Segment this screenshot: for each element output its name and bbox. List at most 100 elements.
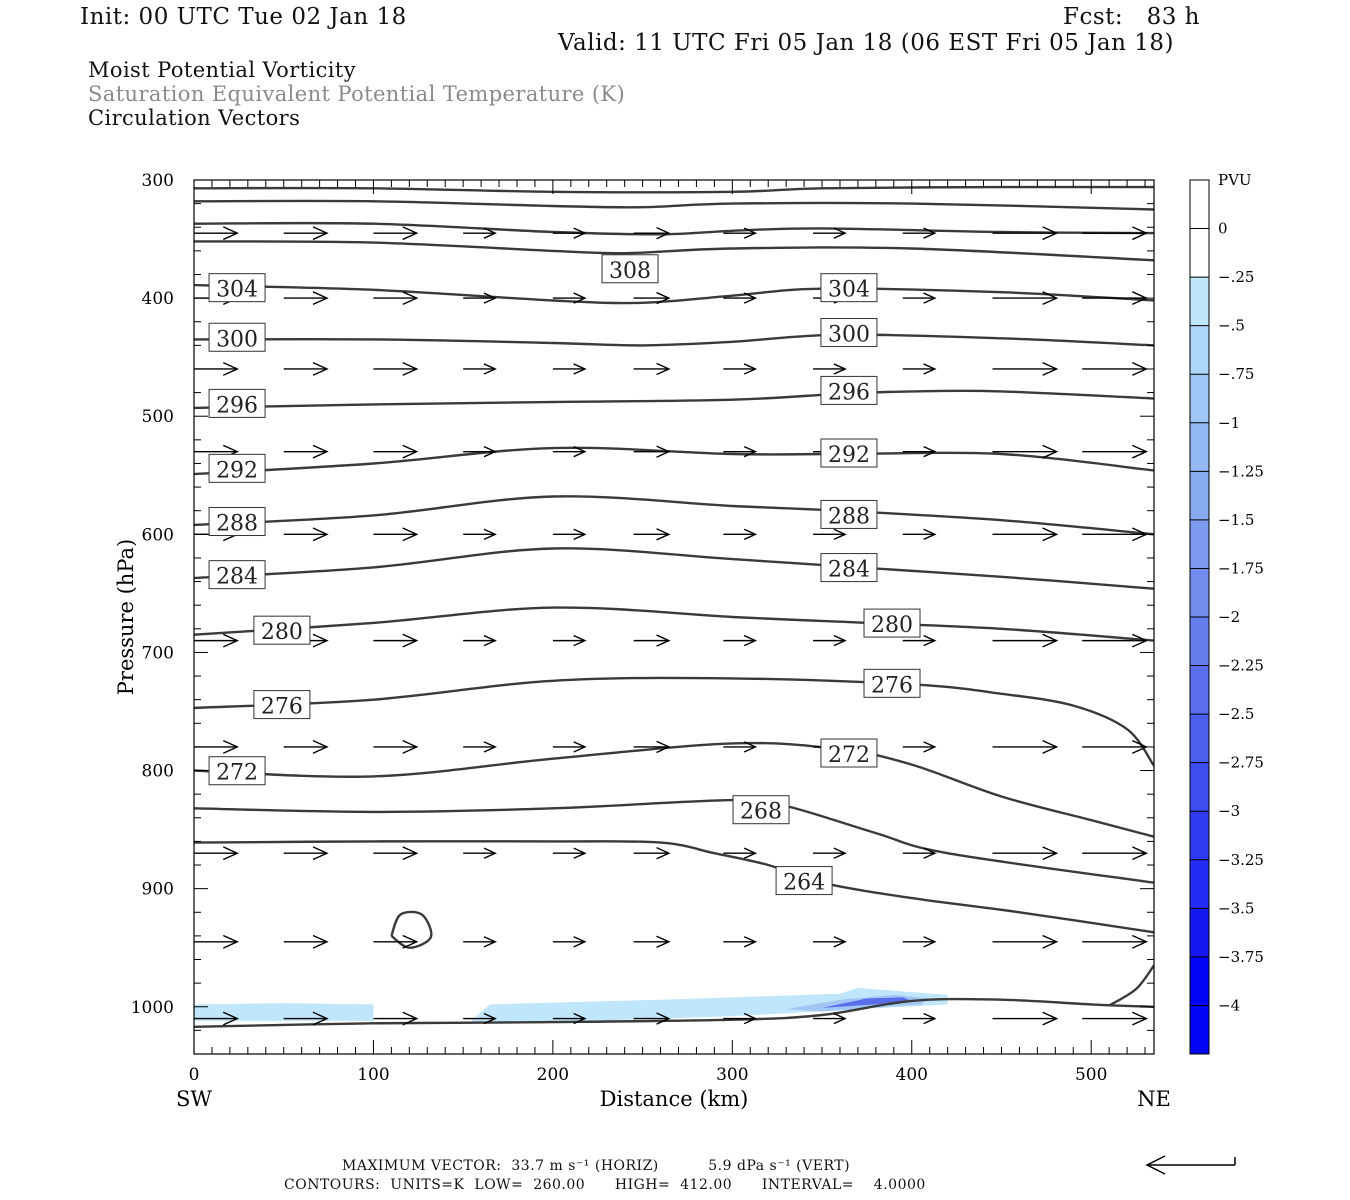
colorbar-cell (1190, 1005, 1209, 1055)
wind-vector (902, 292, 937, 304)
colorbar-tick-label: −2.75 (1218, 754, 1264, 772)
svg-text:284: 284 (216, 565, 258, 590)
contour-label: 280 (863, 608, 921, 638)
wind-vector (283, 934, 329, 949)
wind-vector (633, 528, 671, 541)
wind-vector (813, 1012, 847, 1025)
colorbar-cell (1190, 374, 1209, 424)
wind-vector (902, 936, 937, 948)
wind-vector (902, 227, 937, 239)
wind-vector (1082, 846, 1149, 861)
colorbar-tick-label: −2 (1218, 608, 1240, 626)
wind-vector (992, 633, 1059, 648)
svg-text:288: 288 (828, 504, 870, 529)
colorbar-cell (1190, 665, 1209, 715)
svg-text:276: 276 (261, 695, 303, 720)
colorbar-tick-label: 0 (1218, 220, 1228, 238)
wind-vector (813, 363, 847, 375)
wind-vector (552, 1012, 587, 1025)
colorbar-tick-label: −.5 (1218, 317, 1245, 335)
wind-vector (194, 633, 239, 648)
contour-line-280 (194, 606, 1154, 642)
wind-vector (633, 445, 671, 458)
wind-vector (633, 1012, 671, 1025)
forecast-hour: Fcst: 83 h (1063, 4, 1200, 30)
colorbar-cell (1190, 714, 1209, 764)
colorbar-cell (1190, 811, 1209, 861)
svg-text:296: 296 (216, 393, 258, 418)
wind-vector (373, 1011, 419, 1026)
svg-text:304: 304 (216, 278, 258, 303)
mpv-region (822, 997, 912, 1008)
wind-vector (463, 363, 497, 375)
wind-vector (992, 934, 1059, 949)
wind-vector (723, 741, 758, 753)
colorbar-tick-label: −.25 (1218, 268, 1254, 286)
svg-text:280: 280 (871, 613, 913, 638)
wind-vector (283, 444, 329, 459)
colorbar-cell (1190, 180, 1209, 230)
contour-line-296 (194, 389, 1154, 410)
wind-vector (723, 847, 758, 859)
wind-vector (552, 634, 587, 647)
colorbar: PVU 0 −.25 −.5 −.75 −1 −1.25 −1.5 −1.75 −2 −2.25 −2… (1189, 171, 1264, 1055)
wind-vector (373, 934, 419, 949)
svg-text:300: 300 (216, 327, 258, 352)
wind-vector (283, 226, 329, 241)
mpv-shading (194, 987, 948, 1023)
contour-line-309 (194, 221, 1154, 236)
wind-vector (463, 634, 497, 647)
y-tick-label: 600 (142, 525, 174, 545)
svg-text:276: 276 (871, 673, 913, 698)
svg-text:268: 268 (740, 800, 782, 825)
wind-vector (373, 846, 419, 861)
wind-vector (373, 527, 419, 542)
wind-vector (992, 226, 1059, 241)
contour-label: 292 (820, 438, 878, 468)
colorbar-cell (1190, 325, 1209, 375)
colorbar-cell (1190, 762, 1209, 812)
wind-vector (463, 292, 497, 304)
wind-vector (463, 741, 497, 753)
wind-vector (992, 362, 1059, 376)
wind-vector (373, 633, 419, 648)
x-end-label-left: SW (176, 1087, 212, 1111)
wind-vector (1082, 362, 1149, 376)
colorbar-title: PVU (1218, 171, 1252, 189)
mpv-region (194, 1003, 374, 1021)
contour-info: CONTOURS: UNITS=K LOW= 260.00 HIGH= 412.… (284, 1177, 926, 1193)
svg-text:296: 296 (828, 380, 870, 405)
svg-text:280: 280 (261, 620, 303, 645)
contour-label: 284 (208, 560, 266, 590)
colorbar-tick-label: −.75 (1218, 365, 1254, 383)
x-tick-label: 300 (716, 1065, 748, 1085)
wind-vector (283, 739, 329, 754)
field-theta-es: Saturation Equivalent Potential Temperat… (88, 82, 626, 106)
wind-vector (633, 740, 671, 754)
y-tick-label: 700 (142, 643, 174, 663)
contour-line-310 (194, 199, 1154, 211)
colorbar-cell (1190, 228, 1209, 278)
contour-label: 264 (775, 866, 833, 896)
contour-label: 300 (820, 318, 878, 348)
contour-line-292 (194, 446, 1154, 476)
wind-vector (633, 291, 671, 305)
wind-vector (723, 528, 758, 541)
wind-vector (813, 227, 847, 239)
wind-vector (194, 226, 239, 241)
y-tick-label: 400 (142, 289, 174, 309)
x-axis-title: Distance (km) (600, 1087, 749, 1111)
contour-line-264 (194, 840, 1154, 934)
wind-vector (633, 634, 671, 647)
contour-label: 272 (820, 738, 878, 768)
svg-text:308: 308 (609, 259, 651, 284)
contour-label: 296 (208, 388, 266, 418)
wind-vector (1082, 1011, 1149, 1026)
valid-time: Valid: 11 UTC Fri 05 Jan 18 (06 EST Fri … (558, 30, 1174, 56)
contour-line-272 (194, 741, 1154, 838)
wind-vector (813, 847, 847, 859)
y-axis-title: Pressure (hPa) (114, 539, 138, 695)
wind-vector (283, 362, 329, 376)
contour-label: 288 (208, 507, 266, 537)
colorbar-cell (1190, 471, 1209, 521)
